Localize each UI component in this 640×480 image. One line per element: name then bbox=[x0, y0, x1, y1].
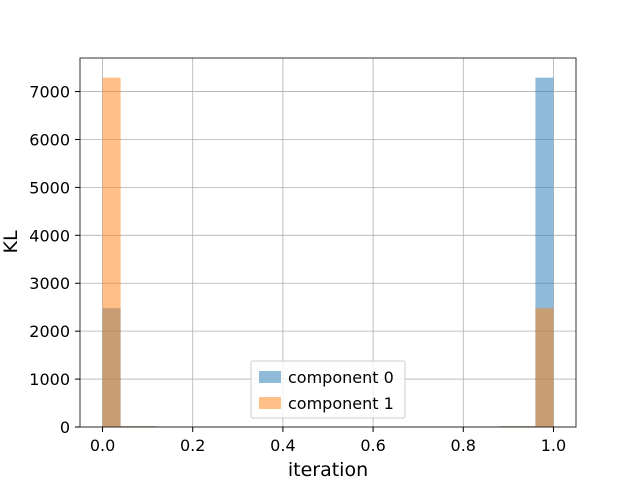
x-tick-label: 0.4 bbox=[270, 436, 295, 455]
y-tick-label: 6000 bbox=[29, 130, 70, 149]
y-tick-label: 1000 bbox=[29, 370, 70, 389]
x-tick-label: 0.2 bbox=[180, 436, 205, 455]
y-tick-label: 5000 bbox=[29, 178, 70, 197]
y-tick-label: 4000 bbox=[29, 226, 70, 245]
legend-swatch bbox=[259, 371, 281, 383]
x-tick-label: 0.0 bbox=[90, 436, 115, 455]
histogram-bar-series-1 bbox=[535, 308, 554, 427]
grid bbox=[80, 58, 576, 428]
plot-frame bbox=[79, 57, 577, 428]
x-axis-label: iteration bbox=[288, 459, 368, 480]
y-tick-label: 3000 bbox=[29, 274, 70, 293]
y-axis-label: KL bbox=[0, 230, 22, 253]
y-tick-label: 0 bbox=[60, 418, 70, 437]
legend-label: component 0 bbox=[288, 368, 394, 387]
x-tick-label: 0.6 bbox=[360, 436, 385, 455]
legend: component 0 component 1 bbox=[250, 360, 406, 419]
y-tick-label: 7000 bbox=[29, 83, 70, 102]
y-tick-label: 2000 bbox=[29, 322, 70, 341]
histogram-bar-series-1 bbox=[102, 77, 121, 428]
x-tick-label: 1.0 bbox=[541, 436, 566, 455]
x-tick-label: 0.8 bbox=[451, 436, 476, 455]
ticks: 0.0 0.2 0.4 0.6 0.8 1.0 0 1000 2000 3000 4000 5000 6… bbox=[29, 83, 566, 455]
legend-swatch bbox=[259, 397, 281, 409]
legend-label: component 1 bbox=[288, 394, 394, 413]
legend-box bbox=[250, 360, 406, 419]
